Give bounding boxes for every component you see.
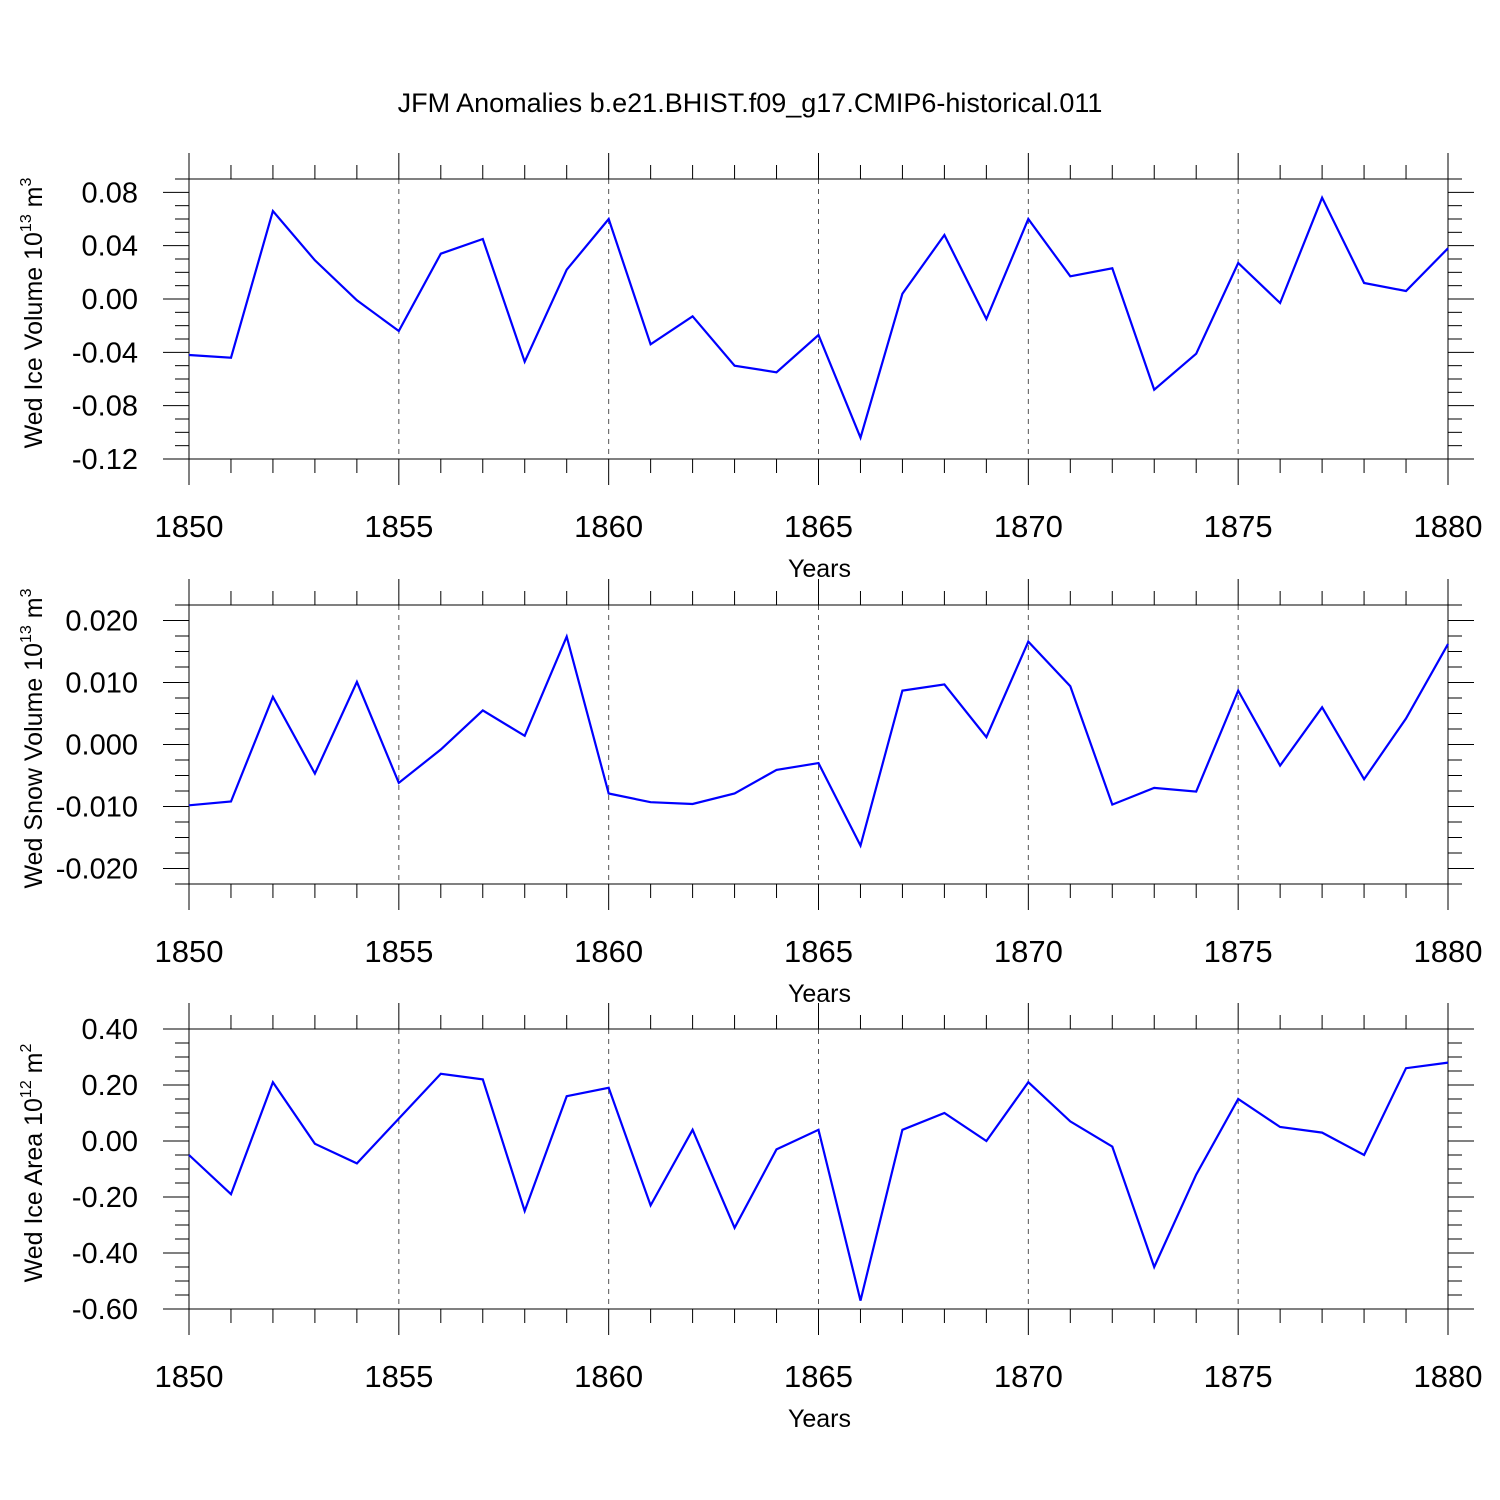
chart1-y-tick-label: -0.04 bbox=[72, 337, 138, 369]
chart3-x-tick-label: 1850 bbox=[155, 1359, 224, 1394]
chart2-y-tick-label: 0.010 bbox=[65, 668, 138, 700]
chart3-series-line bbox=[188, 1061, 1449, 1301]
chart1-x-tick-label: 1850 bbox=[155, 509, 224, 544]
chart1-x-tick-label: 1870 bbox=[994, 509, 1063, 544]
chart2-x-tick-label: 1875 bbox=[1204, 934, 1273, 969]
chart3-x-tick-label: 1865 bbox=[784, 1359, 853, 1394]
chart3-y-tick-label: 0.20 bbox=[82, 1070, 138, 1102]
chart3-y-tick-label: -0.40 bbox=[72, 1238, 138, 1270]
chart3-y-axis-title: Wed Ice Area 1012 m2 bbox=[18, 1043, 48, 1282]
chart1-x-tick-label: 1875 bbox=[1204, 509, 1273, 544]
chart1-y-tick-label: -0.08 bbox=[72, 391, 138, 423]
chart3-y-tick-label: 0.00 bbox=[82, 1126, 138, 1158]
chart1-x-tick-label: 1880 bbox=[1414, 509, 1483, 544]
chart3-x-tick-label: 1870 bbox=[994, 1359, 1063, 1394]
chart1-y-tick-label: 0.04 bbox=[82, 231, 138, 263]
chart2-x-tick-label: 1860 bbox=[574, 934, 643, 969]
chart1-x-tick-label: 1860 bbox=[574, 509, 643, 544]
chart1-y-tick-label: -0.12 bbox=[72, 444, 138, 476]
chart1-y-tick-label: 0.08 bbox=[82, 177, 138, 209]
chart2-series-line bbox=[188, 633, 1449, 849]
chart3-x-axis-title: Years bbox=[788, 1405, 851, 1433]
chart2-x-axis-title: Years bbox=[788, 980, 851, 1008]
chart2-y-tick-label: 0.020 bbox=[65, 606, 138, 638]
chart1-x-axis-title: Years bbox=[788, 555, 851, 583]
chart1-series-line bbox=[188, 194, 1449, 442]
chart1-y-tick-label: 0.00 bbox=[82, 284, 138, 316]
chart2-x-tick-label: 1855 bbox=[364, 934, 433, 969]
chart3-x-tick-label: 1855 bbox=[364, 1359, 433, 1394]
chart3-y-tick-label: -0.20 bbox=[72, 1182, 138, 1214]
chart1-x-tick-label: 1865 bbox=[784, 509, 853, 544]
chart3-y-tick-label: -0.60 bbox=[72, 1294, 138, 1326]
chart1-x-tick-label: 1855 bbox=[364, 509, 433, 544]
chart3-y-tick-label: 0.40 bbox=[82, 1014, 138, 1046]
chart2-x-tick-label: 1880 bbox=[1414, 934, 1483, 969]
chart3-x-tick-label: 1860 bbox=[574, 1359, 643, 1394]
chart1-y-axis-title: Wed Ice Volume 1013 m3 bbox=[18, 177, 48, 448]
chart2-x-tick-label: 1870 bbox=[994, 934, 1063, 969]
chart3-x-tick-label: 1875 bbox=[1204, 1359, 1273, 1394]
chart2-x-tick-label: 1850 bbox=[155, 934, 224, 969]
chart2-y-tick-label: -0.010 bbox=[56, 792, 138, 824]
chart2-y-tick-label: -0.020 bbox=[56, 854, 138, 886]
chart-title: JFM Anomalies b.e21.BHIST.f09_g17.CMIP6-… bbox=[397, 88, 1103, 118]
chart3-x-tick-label: 1880 bbox=[1414, 1359, 1483, 1394]
chart2-y-axis-title: Wed Snow Volume 1013 m3 bbox=[18, 588, 48, 888]
chart2-x-tick-label: 1865 bbox=[784, 934, 853, 969]
chart2-y-tick-label: 0.000 bbox=[65, 730, 138, 762]
